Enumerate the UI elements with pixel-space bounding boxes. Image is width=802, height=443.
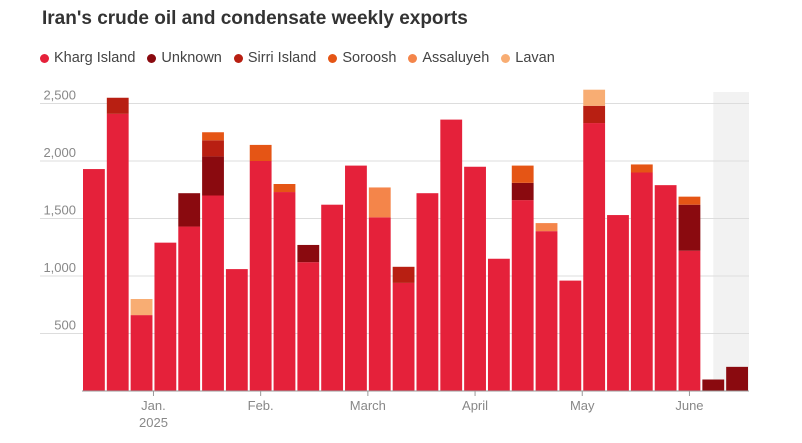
bar-layer xyxy=(83,89,748,392)
x-tick-label: June xyxy=(675,398,703,413)
legend-label: Unknown xyxy=(161,50,222,66)
legend-item-sirri-island: Sirri Island xyxy=(233,50,317,66)
legend-item-soroosh: Soroosh xyxy=(328,50,396,66)
legend-item-assaluyeh: Assaluyeh xyxy=(408,50,489,66)
bar-segment-kharg-island xyxy=(249,161,272,391)
legend-label: Assaluyeh xyxy=(422,50,490,66)
chart-title: Iran's crude oil and condensate weekly e… xyxy=(42,8,468,29)
forecast-highlight-region xyxy=(713,92,749,391)
bar-segment-soroosh xyxy=(511,165,534,183)
bar-segment-kharg-island xyxy=(607,215,629,391)
bar-segment-lavan xyxy=(130,299,153,316)
bar-segment-kharg-island xyxy=(464,166,486,391)
x-tick-label: Feb. xyxy=(248,398,274,413)
bar-segment-unknown xyxy=(702,379,725,391)
bar-segment-kharg-island xyxy=(487,258,510,391)
bar-segment-kharg-island xyxy=(225,269,248,391)
legend-item-unknown: Unknown xyxy=(147,50,222,66)
legend-swatch xyxy=(147,53,157,63)
bar-segment-kharg-island xyxy=(273,192,296,391)
bar-segment-kharg-island xyxy=(630,172,653,391)
x-tick-label: March xyxy=(350,398,386,413)
x-tick-label: May xyxy=(570,398,595,413)
legend-swatch xyxy=(233,53,243,63)
bar-segment-kharg-island xyxy=(511,200,534,391)
bar-segment-kharg-island xyxy=(321,204,344,391)
bar-segment-kharg-island xyxy=(392,282,415,391)
y-tick-label: 1,000 xyxy=(43,260,76,275)
bar-segment-kharg-island xyxy=(130,315,153,391)
highlight-layer xyxy=(713,92,749,391)
bar-segment-sirri-island xyxy=(583,105,606,124)
bar-segment-assaluyeh xyxy=(535,223,558,232)
x-tick-label: Jan. xyxy=(141,398,166,413)
bar-segment-soroosh xyxy=(273,184,296,193)
bar-segment-unknown xyxy=(511,182,534,201)
bar-segment-kharg-island xyxy=(583,123,606,392)
bar-segment-kharg-island xyxy=(83,169,105,391)
bar-segment-kharg-island xyxy=(440,119,463,391)
legend-swatch xyxy=(328,53,338,63)
legend: Kharg Island Unknown Sirri Island Soroosh As… xyxy=(40,50,555,66)
legend-label: Lavan xyxy=(515,50,555,66)
bar-segment-sirri-island xyxy=(106,97,129,114)
bar-segment-assaluyeh xyxy=(368,187,391,218)
bar-segment-unknown xyxy=(678,204,701,251)
bar-segment-kharg-island xyxy=(178,226,201,391)
y-tick-label: 2,500 xyxy=(43,88,76,103)
bar-segment-kharg-island xyxy=(678,250,701,391)
bar-segment-soroosh xyxy=(678,196,701,205)
y-tick-label: 1,500 xyxy=(43,203,76,218)
y-tick-label: 500 xyxy=(54,318,76,333)
bar-segment-kharg-island xyxy=(368,217,391,391)
bar-segment-unknown xyxy=(726,366,748,391)
bar-segment-kharg-island xyxy=(106,113,129,391)
bar-segment-soroosh xyxy=(630,164,653,173)
bar-segment-kharg-island xyxy=(535,231,558,391)
legend-swatch xyxy=(40,53,49,63)
legend-swatch xyxy=(408,53,418,63)
bar-segment-unknown xyxy=(202,156,224,196)
bar-segment-kharg-island xyxy=(654,185,677,391)
legend-swatch xyxy=(501,53,511,63)
bar-segment-kharg-island xyxy=(202,195,224,391)
legend-label: Soroosh xyxy=(342,50,397,66)
bar-segment-kharg-island xyxy=(154,242,177,391)
y-tick-label: 2,000 xyxy=(43,145,76,160)
legend-item-kharg-island: Kharg Island xyxy=(40,50,135,66)
bar-segment-unknown xyxy=(297,244,320,263)
bar-segment-soroosh xyxy=(249,144,272,161)
legend-label: Kharg Island xyxy=(54,50,136,66)
bar-segment-soroosh xyxy=(202,132,224,141)
legend-label: Sirri Island xyxy=(247,50,317,66)
bar-segment-sirri-island xyxy=(202,140,224,157)
axis-layer: Jan. 2025 Feb. March April May June xyxy=(82,390,749,430)
bar-segment-lavan xyxy=(583,89,606,106)
bar-segment-kharg-island xyxy=(416,193,439,391)
x-tick-label: April xyxy=(462,398,488,413)
x-tick-sublabel: 2025 xyxy=(139,415,168,430)
bar-segment-sirri-island xyxy=(392,266,415,283)
legend-item-lavan: Lavan xyxy=(501,50,555,66)
bar-segment-kharg-island xyxy=(559,280,582,391)
bar-segment-kharg-island xyxy=(345,165,367,391)
bar-segment-unknown xyxy=(178,193,201,227)
bar-segment-kharg-island xyxy=(297,262,320,391)
